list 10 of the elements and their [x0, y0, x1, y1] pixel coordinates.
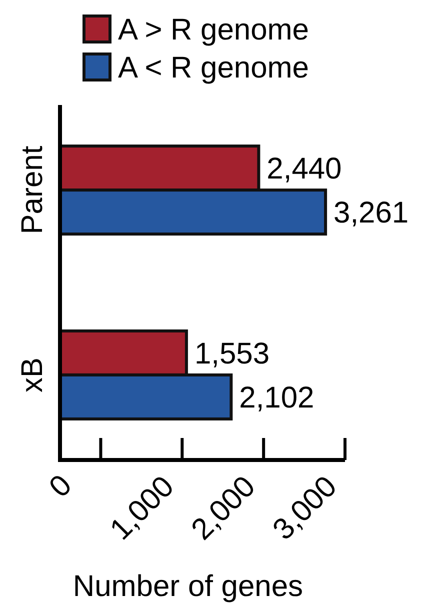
y-tick-label: Parent: [16, 145, 49, 234]
data-label: 2,440: [266, 152, 342, 186]
data-label: 2,102: [239, 381, 314, 414]
legend-label: A > R genome: [118, 14, 309, 46]
x-tick-label: 0: [43, 468, 78, 504]
legend-label: A < R genome: [118, 52, 309, 84]
data-label: 1,553: [194, 337, 270, 370]
y-tick-label: xB: [16, 357, 49, 392]
data-label: 3,261: [334, 196, 409, 230]
x-axis-title: Number of genes: [72, 570, 304, 603]
